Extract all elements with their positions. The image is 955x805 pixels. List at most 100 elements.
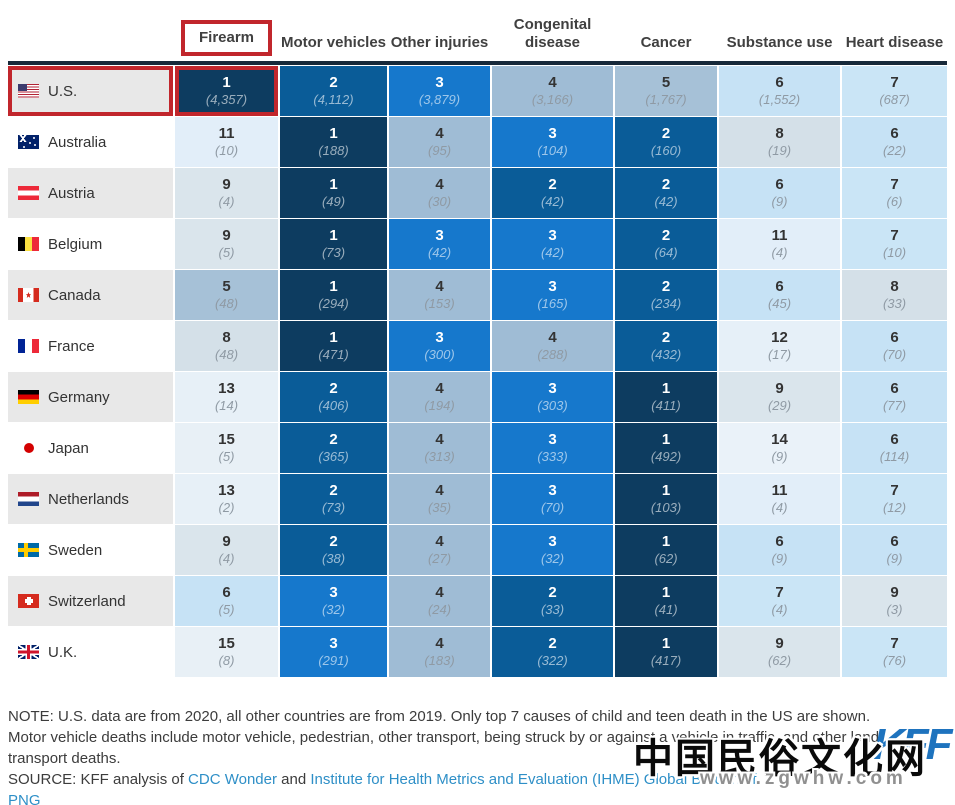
country-name: France bbox=[48, 337, 95, 355]
rank-cell: 4 (95) bbox=[389, 117, 490, 167]
rank-cell: 9 (5) bbox=[175, 219, 278, 269]
death-count: (183) bbox=[424, 653, 455, 668]
column-header-label: Congenital disease bbox=[513, 16, 592, 51]
rank-cell: 6 (45) bbox=[719, 270, 840, 320]
death-count: (33) bbox=[540, 602, 565, 617]
death-count: (29) bbox=[767, 398, 792, 413]
rank-value: 9 bbox=[775, 380, 784, 397]
rank-value: 2 bbox=[661, 176, 671, 193]
rank-cell: 6 (9) bbox=[842, 525, 947, 575]
death-count: (288) bbox=[537, 347, 568, 362]
flag-se-icon bbox=[18, 543, 39, 557]
death-count: (1,552) bbox=[758, 92, 801, 107]
watermark-url: www.zgwhw.com bbox=[700, 768, 907, 789]
kff-logo: KFF bbox=[873, 720, 953, 769]
death-count: (471) bbox=[318, 347, 349, 362]
table-corner-cell bbox=[8, 0, 173, 60]
death-count: (62) bbox=[767, 653, 792, 668]
rank-cell: 2 (64) bbox=[615, 219, 717, 269]
rank-cell: 11 (4) bbox=[719, 219, 840, 269]
rank-cell: 4 (27) bbox=[389, 525, 490, 575]
death-count: (38) bbox=[321, 551, 346, 566]
rank-cell: 4 (313) bbox=[389, 423, 490, 473]
rank-value: 1 bbox=[329, 125, 338, 142]
rank-cell: 1 (471) bbox=[280, 321, 387, 371]
rank-value: 6 bbox=[775, 533, 784, 550]
rank-value: 4 bbox=[435, 278, 444, 295]
rank-cell: 5 (1,767) bbox=[615, 66, 717, 116]
rank-cell: 7 (76) bbox=[842, 627, 947, 677]
death-count: (417) bbox=[650, 653, 682, 668]
column-header-substance-use: Substance use bbox=[719, 0, 840, 60]
flag-uk-icon bbox=[18, 645, 39, 659]
rank-value: 2 bbox=[548, 635, 557, 652]
rank-value: 9 bbox=[775, 635, 784, 652]
rank-value: 1 bbox=[329, 278, 338, 295]
note-line-1: NOTE: U.S. data are from 2020, all other… bbox=[8, 708, 871, 725]
rank-value: 6 bbox=[222, 584, 231, 601]
column-header-label: Cancer bbox=[640, 34, 692, 51]
rank-value: 4 bbox=[435, 380, 444, 397]
rank-value: 1 bbox=[661, 635, 671, 652]
rank-cell: 6 (9) bbox=[719, 525, 840, 575]
death-count: (77) bbox=[882, 398, 907, 413]
rank-cell: 6 (70) bbox=[842, 321, 947, 371]
death-count: (70) bbox=[540, 500, 565, 515]
death-count: (95) bbox=[427, 143, 452, 158]
rank-cell: 1 (73) bbox=[280, 219, 387, 269]
column-header-firearm: Firearm bbox=[175, 0, 278, 60]
rank-value: 2 bbox=[548, 584, 557, 601]
rank-value: 8 bbox=[890, 278, 899, 295]
rank-cell: 7 (687) bbox=[842, 66, 947, 116]
rank-value: 2 bbox=[661, 125, 671, 142]
footnote: NOTE: U.S. data are from 2020, all other… bbox=[8, 706, 894, 805]
death-count: (9) bbox=[886, 551, 903, 566]
death-count: (5) bbox=[218, 602, 235, 617]
rank-value: 1 bbox=[661, 533, 671, 550]
rank-cell: 2 (365) bbox=[280, 423, 387, 473]
rank-value: 5 bbox=[222, 278, 231, 295]
rank-value: 11 bbox=[218, 125, 235, 142]
flag-nl-icon bbox=[18, 492, 39, 506]
death-count: (70) bbox=[882, 347, 907, 362]
rank-value: 1 bbox=[661, 482, 671, 499]
death-count: (30) bbox=[427, 194, 452, 209]
flag-ch-icon bbox=[18, 594, 39, 608]
rank-value: 2 bbox=[329, 380, 338, 397]
png-link[interactable]: PNG bbox=[8, 792, 41, 805]
ihme-link[interactable]: Institute for Health Metrics and Evaluat… bbox=[310, 771, 757, 788]
country-name: Switzerland bbox=[48, 592, 126, 610]
death-count: (188) bbox=[318, 143, 349, 158]
country-name: U.S. bbox=[48, 82, 78, 100]
rank-value: 3 bbox=[548, 227, 557, 244]
death-count: (42) bbox=[427, 245, 452, 260]
rank-value: 14 bbox=[771, 431, 788, 448]
rank-value: 3 bbox=[548, 431, 557, 448]
note-text: NOTE: U.S. data are from 2020, all other… bbox=[8, 706, 894, 769]
death-count: (64) bbox=[654, 245, 678, 260]
death-count: (4,357) bbox=[205, 92, 248, 107]
death-count: (41) bbox=[654, 602, 678, 617]
rank-value: 3 bbox=[435, 329, 444, 346]
rank-cell: 13 (2) bbox=[175, 474, 278, 524]
rank-value: 1 bbox=[222, 74, 231, 91]
death-count: (4) bbox=[218, 551, 235, 566]
death-count: (291) bbox=[318, 653, 349, 668]
death-count: (19) bbox=[767, 143, 792, 158]
rank-cell: 9 (3) bbox=[842, 576, 947, 626]
death-count: (103) bbox=[650, 500, 682, 515]
rank-value: 3 bbox=[329, 584, 338, 601]
header-divider bbox=[8, 61, 947, 65]
rank-value: 4 bbox=[435, 431, 444, 448]
rank-cell: 2 (33) bbox=[492, 576, 613, 626]
rank-value: 6 bbox=[890, 431, 899, 448]
column-header-label: Substance use bbox=[726, 34, 833, 51]
cdc-wonder-link[interactable]: CDC Wonder bbox=[188, 771, 277, 788]
rank-cell: 8 (19) bbox=[719, 117, 840, 167]
rank-cell: 3 (32) bbox=[280, 576, 387, 626]
source-text: SOURCE: KFF analysis of CDC Wonder and I… bbox=[8, 769, 894, 805]
country-row-label-fr: France bbox=[8, 321, 173, 371]
rank-cell: 4 (24) bbox=[389, 576, 490, 626]
rank-cell: 1 (62) bbox=[615, 525, 717, 575]
rank-value: 8 bbox=[775, 125, 784, 142]
